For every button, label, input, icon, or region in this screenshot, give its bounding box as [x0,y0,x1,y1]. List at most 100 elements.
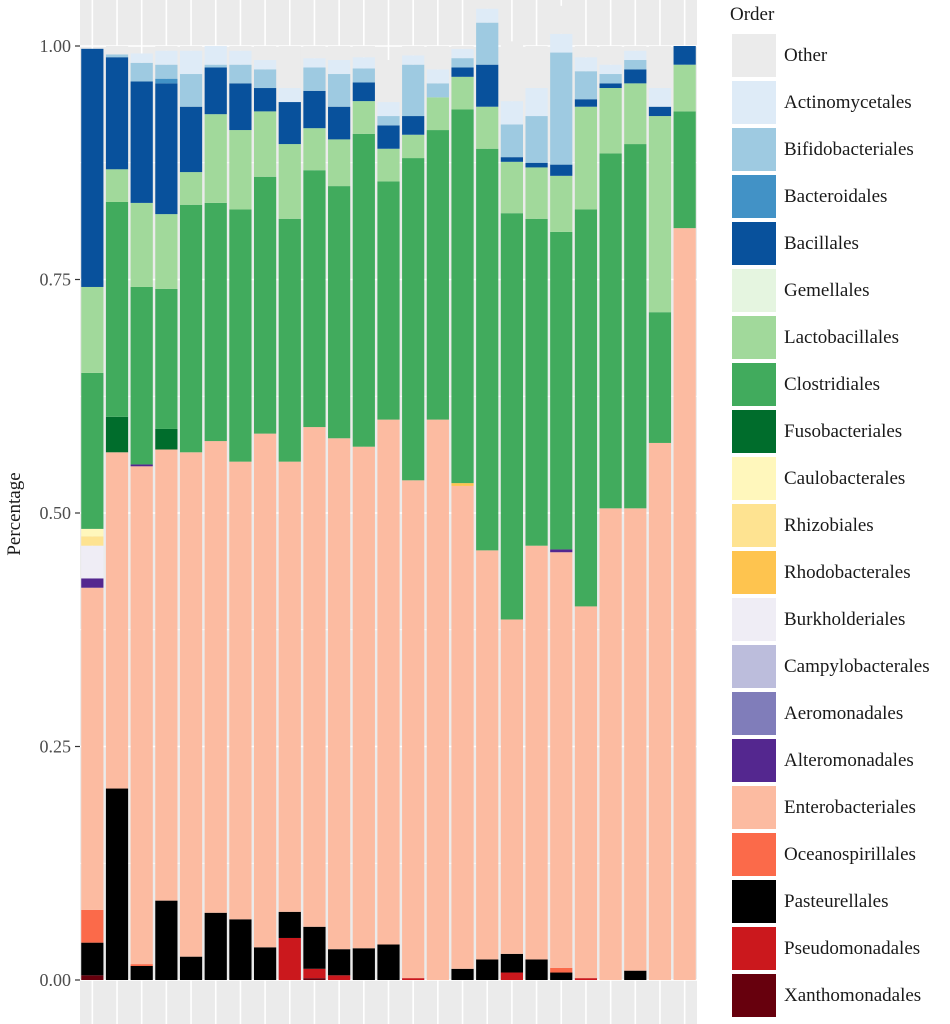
bar-segment [574,978,598,980]
bar-segment [550,175,573,232]
y-tick-label: 0.50 [40,503,72,523]
bar-segment [253,60,277,70]
bar-segment [525,167,548,219]
bar-segment [352,68,375,83]
bar-segment [130,965,153,980]
bar-segment [328,139,351,187]
legend-item: Oceanospirillales [730,831,950,878]
legend-swatch [732,692,776,735]
legend-swatch [732,786,776,829]
bar-segment [525,116,548,163]
legend-item: Actinomycetales [730,79,950,126]
bar-segment [426,83,449,98]
bar-segment [204,202,227,442]
bar-segment [278,218,301,462]
bar-segment [130,466,153,965]
legend-item: Rhizobiales [730,502,950,549]
bar-segment [204,114,227,203]
legend-swatch [732,739,776,782]
legend-label: Gemellales [784,280,870,301]
bar-segment [574,57,598,72]
bar-segment [402,134,425,159]
bar-segment [155,50,178,65]
legend-swatch [732,128,776,171]
legend-label: Clostridiales [784,374,881,395]
bar-segment [303,58,326,68]
legend-label: Enterobacteriales [784,797,916,818]
legend-label: Bacillales [784,233,859,254]
bar-segment [476,22,499,65]
bar-segment [328,46,351,61]
bar-segment [574,606,598,979]
bar-segment [624,50,647,61]
bar-segment [476,106,499,149]
bar-segment [402,46,425,56]
bar-segment [599,46,622,65]
legend-item: Bacillales [730,220,950,267]
bar-segment [130,964,153,966]
bar-segment [402,158,425,481]
bar-segment [599,508,622,980]
bar-segment [155,900,178,980]
bar-segment [352,57,375,69]
bar-segment [229,64,252,84]
bar-segment [253,69,277,89]
legend-swatch [732,410,776,453]
bar-segment [673,111,696,229]
bar-segment [574,71,598,100]
bar-segment [179,50,203,75]
bar-segment [253,433,277,948]
legend-label: Pseudomonadales [784,938,921,959]
bar-segment [253,111,277,177]
bar-segment [550,549,573,553]
bar-segment [500,213,523,620]
bar-segment [278,46,301,89]
legend-label: Bacteroidales [784,186,888,207]
bar-segment [377,944,400,980]
bar-segment [81,942,104,976]
legend-label: Campylobacterales [784,656,930,677]
bar-segment [550,52,573,165]
bar-segment [303,968,326,979]
bar-segment [204,67,227,115]
bar-segment [624,144,647,509]
bar-segment [303,926,326,969]
bar-segment [229,461,252,920]
bar-segment [303,46,326,59]
bar-segment [624,508,647,971]
bar-segment [278,88,301,103]
legend-item: Caulobacterales [730,455,950,502]
bar-segment [155,449,178,901]
legend-item: Aeromonadales [730,690,950,737]
bar-segment [303,978,326,980]
bar-segment [377,102,400,117]
legend-item: Bacteroidales [730,173,950,220]
bar-segment [624,970,647,980]
bar-segment [105,416,129,453]
bar-segment [624,69,647,84]
bar-segment [303,90,326,129]
legend-label: Rhizobiales [784,515,874,536]
bar-segment [81,528,104,537]
bar-segment [476,148,499,551]
bar-segment [328,60,351,75]
y-tick-label: 0.75 [40,270,72,290]
bar-segment [328,438,351,950]
bar-segment [525,218,548,546]
bar-segment [155,288,178,429]
legend-swatch [732,34,776,77]
bar-segment [81,536,104,546]
legend-swatch [732,974,776,1017]
legend-swatch [732,175,776,218]
legend-item: Other [730,32,950,79]
legend-label: Xanthomonadales [784,985,922,1006]
legend-swatch [732,81,776,124]
bar-segment [550,5,573,34]
bar-segment [155,214,178,289]
bar-segment [204,912,227,980]
bar-segment [574,209,598,607]
legend-swatch [732,457,776,500]
bar-segment [377,60,400,103]
legend-item: Rhodobacterales [730,549,950,596]
bar-segment [303,67,326,91]
